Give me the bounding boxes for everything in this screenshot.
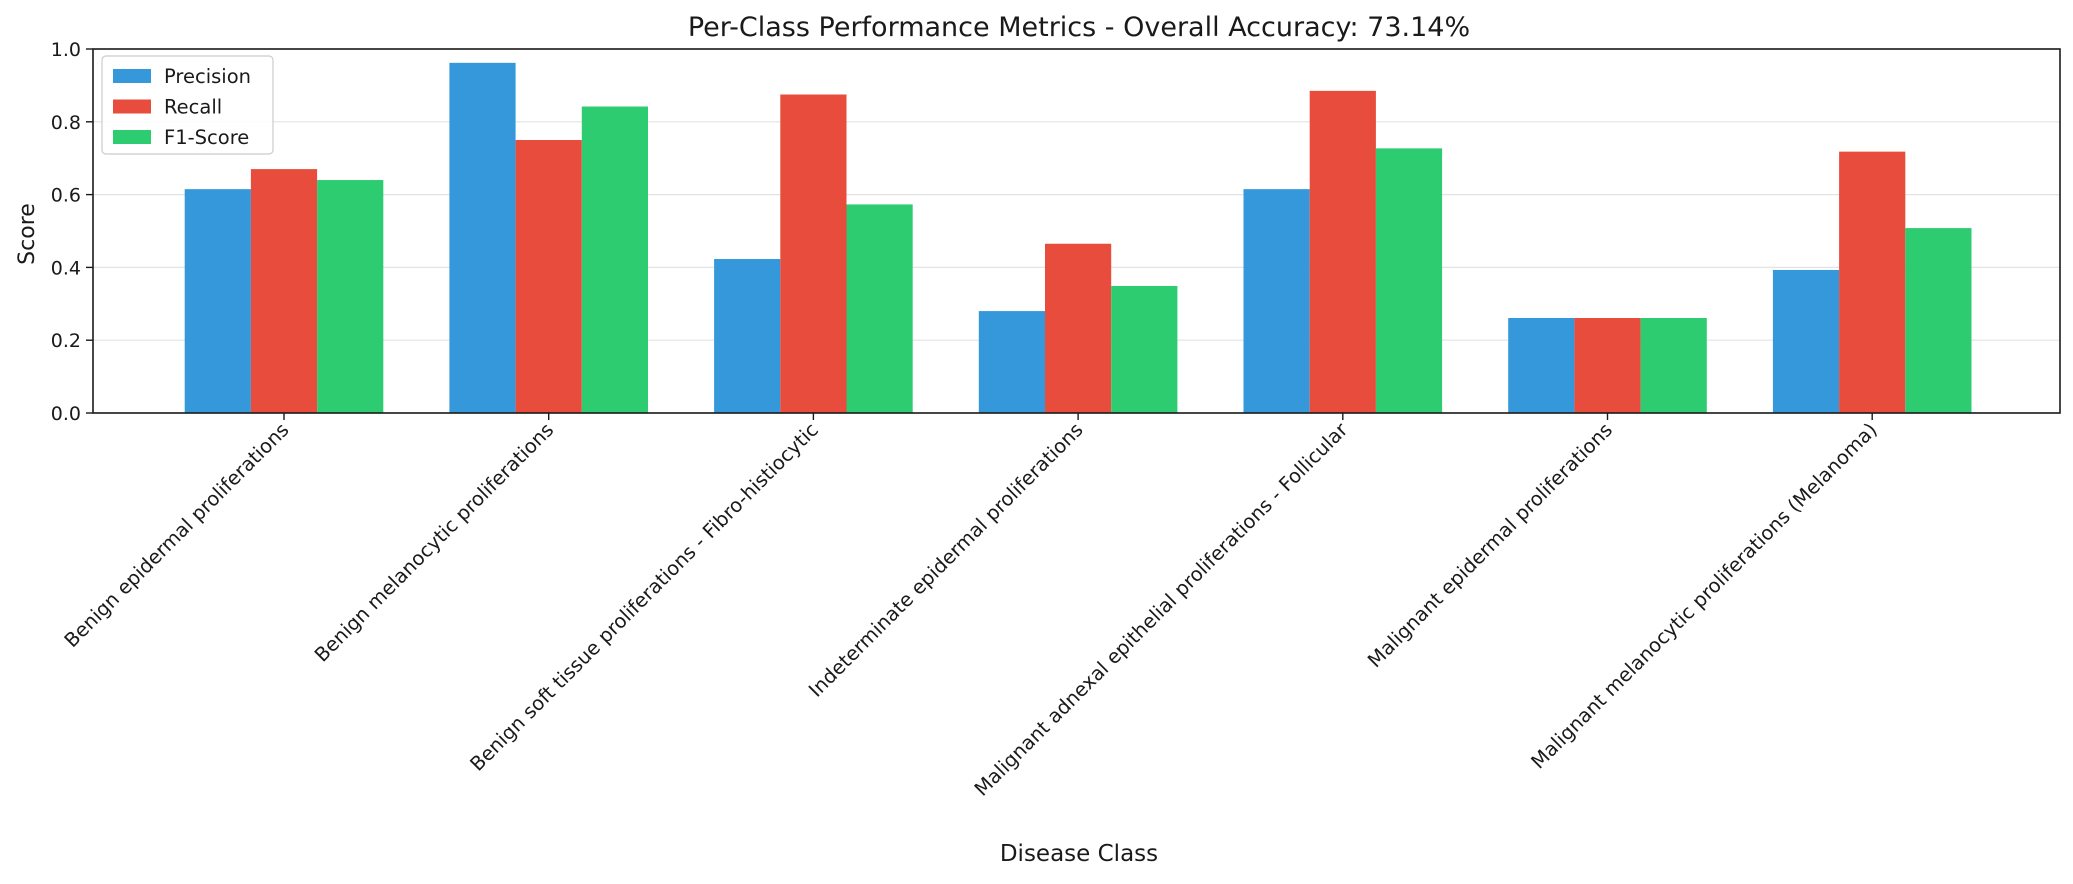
bar-recall (1574, 317, 1641, 413)
bars (184, 62, 1972, 414)
x-tick-label: Indeterminate epidermal proliferations (804, 418, 1087, 701)
plot-frame (92, 48, 2061, 414)
y-tick-label: 0.8 (51, 112, 81, 134)
bar-f1-score (1640, 317, 1707, 413)
bar-precision (1508, 317, 1575, 413)
bar-precision (449, 62, 516, 413)
bar-precision (1772, 269, 1840, 413)
bar-f1-score (1905, 228, 1972, 413)
bar-recall (1839, 151, 1906, 413)
bar-f1-score (581, 106, 648, 414)
bar-f1-score (846, 204, 913, 413)
bar-precision (978, 311, 1045, 413)
bar-f1-score (1375, 148, 1443, 413)
y-tick-label: 0.4 (51, 257, 81, 279)
bar-precision (714, 259, 781, 413)
legend-swatch (113, 99, 151, 114)
bar-f1-score (317, 180, 384, 413)
bar-recall (780, 94, 847, 413)
legend-swatch (113, 69, 151, 83)
legend: Precision Recall F1-Score (101, 55, 274, 155)
y-tick-label: 0.2 (51, 330, 81, 352)
chart-title: Per-Class Performance Metrics - Overall … (688, 12, 1470, 43)
x-tick-label: Malignant epidermal proliferations (1363, 418, 1617, 672)
bar-precision (1243, 189, 1310, 413)
bar-f1-score (1111, 285, 1178, 413)
bar-recall (515, 140, 582, 413)
y-tick-label: 0.6 (51, 185, 81, 207)
y-tick-label: 1.0 (51, 39, 81, 61)
y-tick-label: 0.0 (51, 403, 81, 425)
bar-recall (250, 169, 318, 413)
legend-label: F1-Score (164, 126, 249, 149)
bar-recall (1309, 90, 1376, 414)
y-axis: 0.0 0.2 0.4 0.6 0.8 1.0 (51, 39, 93, 425)
x-axis-label: Disease Class (1000, 841, 1158, 867)
legend-label: Recall (164, 96, 222, 119)
legend-swatch (113, 130, 151, 144)
y-axis-label: Score (15, 203, 40, 265)
legend-label: Precision (164, 65, 251, 88)
bar-precision (184, 189, 251, 413)
bar-recall (1045, 243, 1112, 413)
x-tick-label: Benign melanocytic proliferations (310, 418, 558, 666)
x-tick-label: Benign epidermal proliferations (60, 418, 294, 652)
x-axis: Benign epidermal proliferations Benign me… (60, 413, 1882, 801)
